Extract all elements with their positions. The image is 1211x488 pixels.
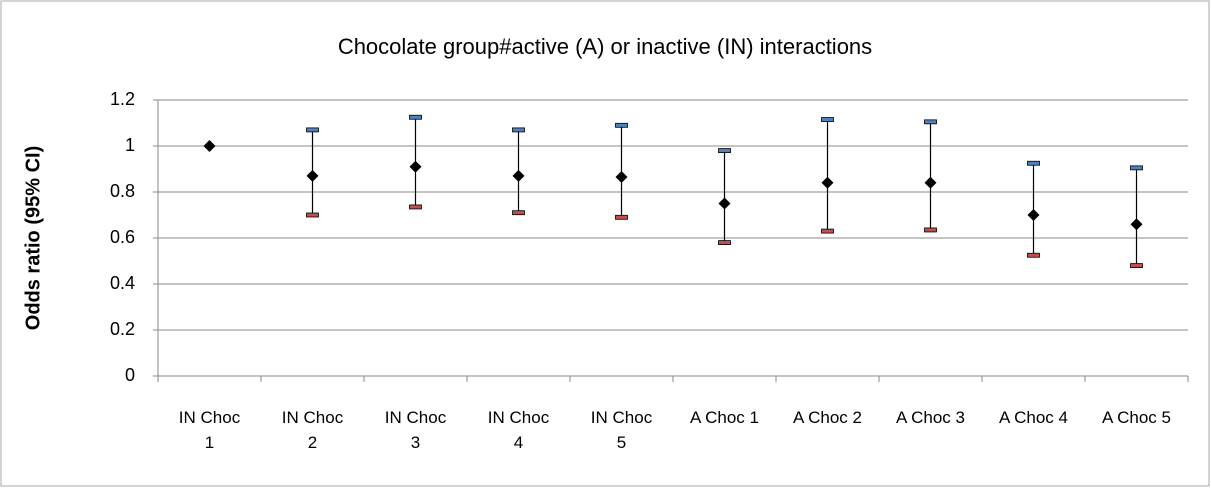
x-tick-label: IN Choc 1: [178, 408, 241, 452]
x-tick-label: A Choc 5: [1102, 408, 1171, 427]
lower-cap: [306, 212, 319, 218]
x-tick-label: A Choc 4: [999, 408, 1068, 427]
upper-cap: [306, 127, 319, 133]
y-tick-label: 0.4: [110, 273, 135, 293]
lower-cap: [512, 210, 525, 216]
x-tick-label: IN Choc 5: [590, 408, 653, 452]
upper-cap: [924, 119, 937, 125]
point-marker: [1130, 218, 1143, 231]
point-marker: [924, 176, 937, 189]
y-axis-label: Odds ratio (95% CI): [22, 146, 44, 330]
point-marker: [203, 140, 216, 152]
upper-cap: [821, 117, 834, 122]
point-marker: [821, 176, 834, 189]
y-tick-label: 0.8: [110, 181, 135, 201]
x-tick-label: A Choc 2: [793, 408, 862, 427]
point-marker: [409, 160, 422, 173]
lower-cap: [1130, 263, 1143, 269]
lower-cap: [821, 228, 834, 234]
y-tick-label: 0.2: [110, 319, 135, 339]
upper-cap: [1027, 160, 1040, 166]
x-tick-label: IN Choc 4: [487, 408, 550, 452]
point-marker: [1027, 209, 1040, 221]
point-marker: [718, 197, 731, 210]
upper-cap: [512, 127, 525, 133]
x-tick-label: A Choc 3: [896, 408, 965, 427]
y-tick-label: 0.6: [110, 227, 135, 247]
lower-cap: [924, 227, 937, 233]
point-marker: [615, 171, 628, 184]
lower-cap: [1027, 252, 1040, 258]
point-marker: [306, 169, 319, 182]
lower-cap: [409, 204, 422, 210]
upper-cap: [718, 148, 731, 154]
chart-title: Chocolate group#active (A) or inactive (…: [338, 34, 872, 59]
lower-cap: [718, 240, 731, 246]
upper-cap: [409, 114, 422, 120]
x-tick-label: A Choc 1: [690, 408, 759, 427]
y-tick-label: 1.2: [110, 89, 135, 109]
x-tick-label: IN Choc 2: [281, 408, 344, 452]
upper-cap: [615, 122, 628, 128]
lower-cap: [615, 214, 628, 220]
x-tick-label: IN Choc 3: [384, 408, 447, 452]
point-marker: [512, 169, 525, 182]
y-tick-label: 0: [125, 365, 135, 385]
y-tick-label: 1: [125, 135, 135, 155]
upper-cap: [1130, 165, 1143, 171]
